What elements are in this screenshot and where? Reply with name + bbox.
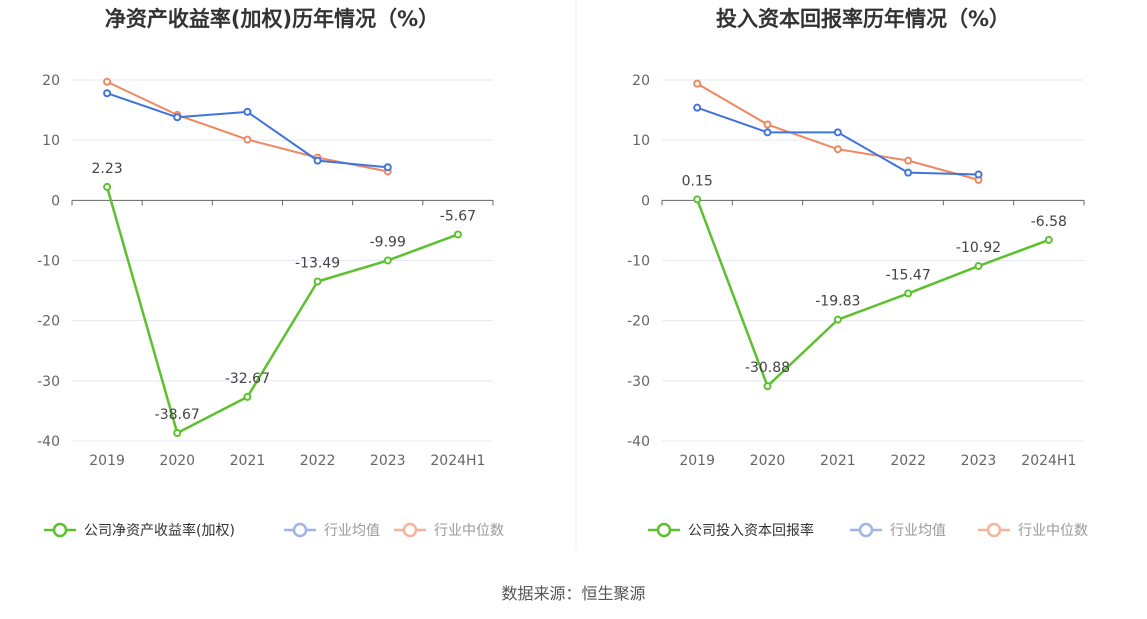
x-tick-label: 2024H1 [1021,453,1076,469]
legend-marker-median [402,522,418,538]
data-point-company [243,392,252,401]
data-label: -30.88 [745,360,790,376]
data-point-avg [383,163,392,172]
y-tick-label: 20 [632,73,650,89]
y-tick-label: -20 [37,314,60,330]
legend-label-avg: 行业均值 [324,523,380,539]
y-tick-label: -10 [37,254,60,270]
y-tick-label: -30 [627,374,650,390]
legend-marker-avg [292,522,308,538]
data-label: -5.67 [440,208,476,224]
legend-marker-company [656,522,672,538]
data-point-avg [833,128,842,137]
data-point-median [763,120,772,129]
x-tick-label: 2023 [370,453,406,469]
data-point-avg [904,168,913,177]
y-tick-label: -30 [37,374,60,390]
data-point-avg [243,107,252,116]
data-point-company [833,315,842,324]
x-tick-label: 2024H1 [430,453,485,469]
data-point-median [833,145,842,154]
x-tick-label: 2022 [890,453,926,469]
data-point-avg [103,89,112,98]
data-point-avg [313,156,322,165]
data-point-company [383,256,392,265]
data-label: -19.83 [815,294,860,310]
source-note: 数据来源：恒生聚源 [501,584,646,603]
x-tick-label: 2019 [679,453,715,469]
data-point-median [103,77,112,86]
chart-title: 净资产收益率(加权)历年情况（%） [105,7,439,31]
x-tick-label: 2021 [820,453,856,469]
legend-label-company: 公司投入资本回报率 [688,522,814,539]
legend-label-median: 行业中位数 [1018,523,1088,539]
series-line-median [106,80,388,173]
data-point-company [173,428,182,437]
data-label: -15.47 [886,267,931,283]
data-label: -32.67 [225,371,270,387]
x-tick-label: 2021 [230,453,266,469]
series-line-company [105,186,459,435]
data-point-median [693,79,702,88]
roe-chart: 净资产收益率(加权)历年情况（%） 20 10 0 -10 -20 -30 -40 2019 20… [37,7,504,539]
y-tick-label: 0 [641,193,650,209]
x-tick-label: 2020 [159,453,195,469]
data-point-median [904,156,913,165]
data-label: 0.15 [682,173,713,189]
data-point-company [453,230,462,239]
x-tick-label: 2020 [750,453,786,469]
data-point-company [103,182,112,191]
legend-label-median: 行业中位数 [434,523,504,539]
data-label: 2.23 [91,161,122,177]
y-tick-label: -20 [627,314,650,330]
y-tick-label: 10 [42,133,60,149]
data-label: -10.92 [956,240,1001,256]
x-tick-label: 2023 [961,453,997,469]
data-point-company [974,262,983,271]
y-tick-label: -40 [627,434,650,450]
data-point-avg [173,113,182,122]
legend-marker-median [986,522,1002,538]
y-tick-label: 0 [51,193,60,209]
data-point-avg [693,103,702,112]
roic-chart: 投入资本回报率历年情况（%） 20 10 0 -10 -20 -30 -40 2019 2020 2… [627,7,1088,539]
data-point-company [693,195,702,204]
series-line-company [695,198,1050,388]
legend-marker-avg [858,522,874,538]
y-tick-label: -40 [37,434,60,450]
x-tick-label: 2019 [89,453,125,469]
legend-label-company: 公司净资产收益率(加权) [84,522,235,539]
chart-title: 投入资本回报率历年情况（%） [716,7,1010,31]
x-tick-label: 2022 [300,453,336,469]
data-point-company [313,277,322,286]
data-point-avg [974,170,983,179]
y-tick-label: 20 [42,73,60,89]
y-tick-label: 10 [632,133,650,149]
data-point-median [243,135,252,144]
data-point-company [1044,235,1053,244]
data-label: -9.99 [370,234,406,250]
data-label: -13.49 [295,255,340,271]
data-label: -6.58 [1031,214,1067,230]
data-point-avg [763,128,772,137]
series-line-avg [106,92,388,169]
legend-label-avg: 行业均值 [890,523,946,539]
series-line-avg [696,106,979,176]
y-tick-label: -10 [627,254,650,270]
data-label: -38.67 [155,407,200,423]
data-point-company [904,289,913,298]
legend-marker-company [52,522,68,538]
data-point-company [763,382,772,391]
